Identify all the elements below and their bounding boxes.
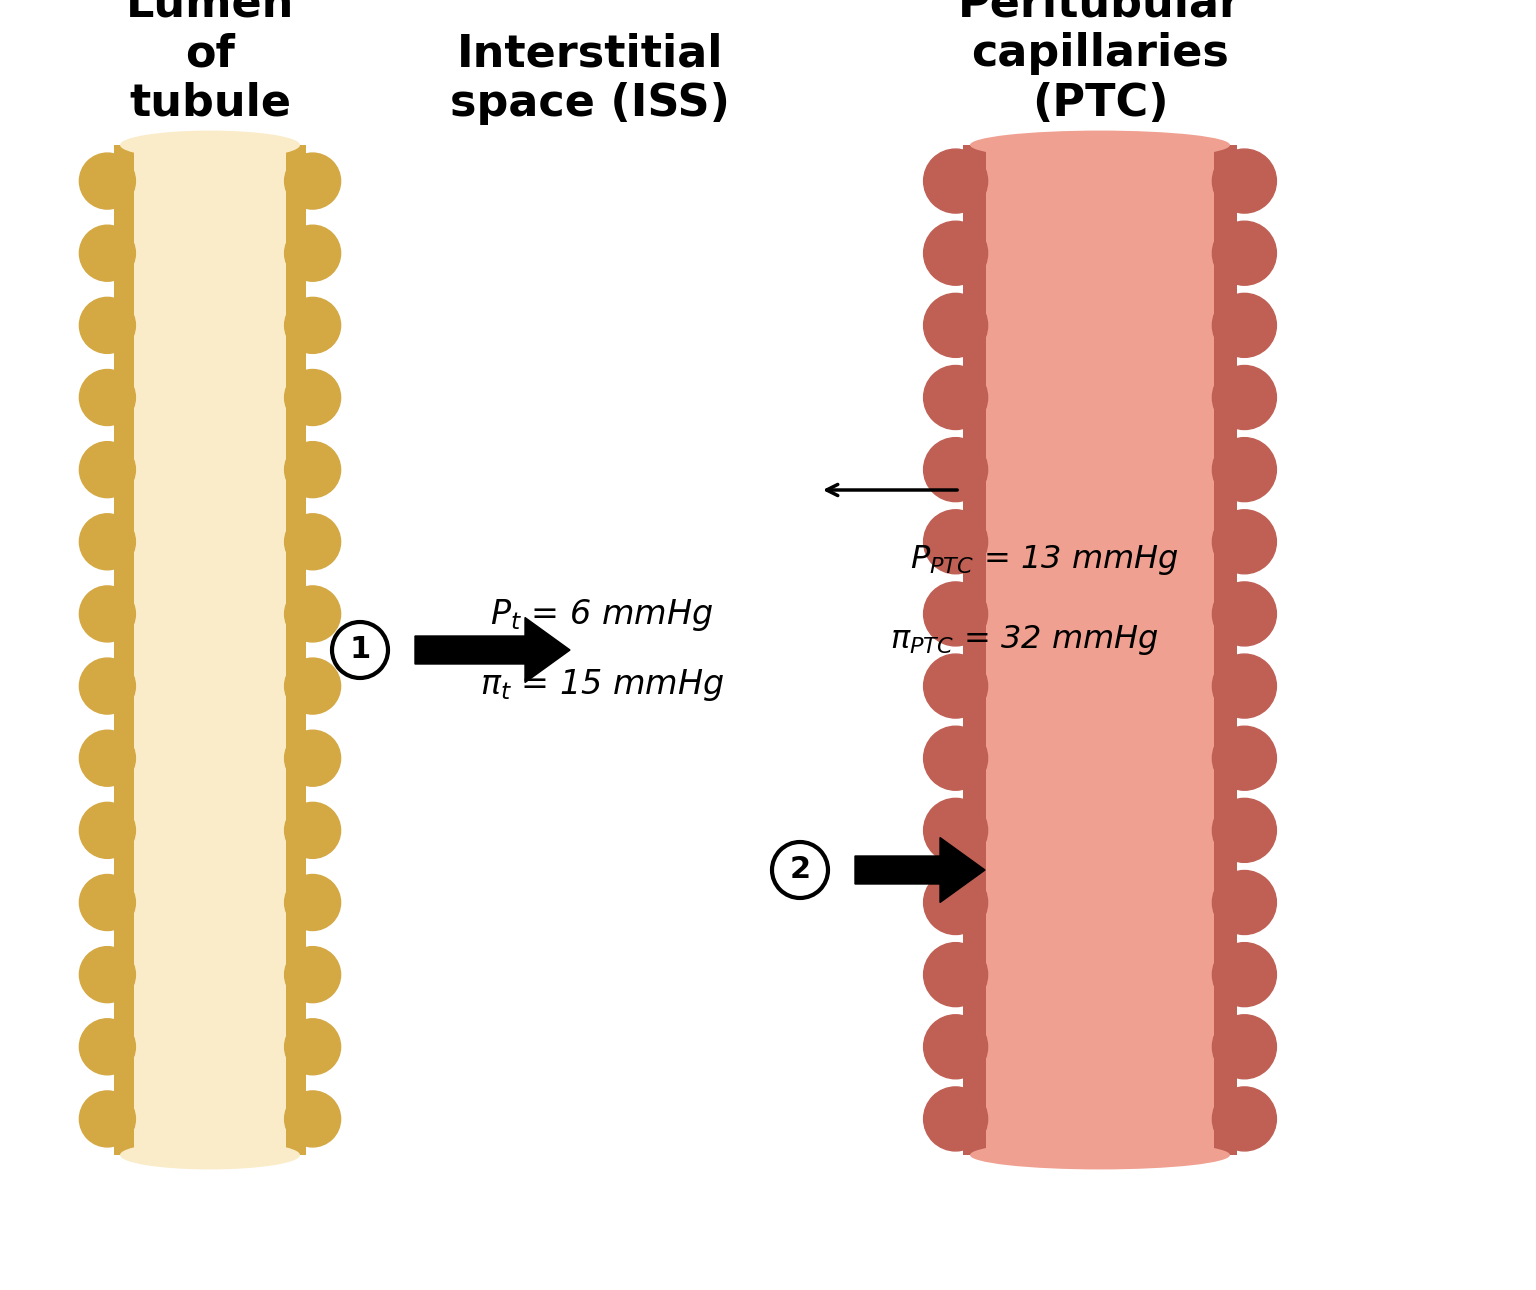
- Circle shape: [80, 154, 135, 209]
- Circle shape: [1212, 943, 1276, 1006]
- Circle shape: [1212, 726, 1276, 791]
- Text: $\pi_t$ = 15 mmHg: $\pi_t$ = 15 mmHg: [479, 667, 725, 703]
- Circle shape: [773, 842, 828, 898]
- Circle shape: [80, 298, 135, 353]
- Text: Peritubular
capillaries
(PTC): Peritubular capillaries (PTC): [958, 0, 1243, 125]
- Circle shape: [284, 513, 341, 570]
- Circle shape: [1212, 1087, 1276, 1151]
- Circle shape: [923, 150, 988, 213]
- Circle shape: [80, 730, 135, 786]
- Circle shape: [923, 726, 988, 791]
- Circle shape: [284, 1091, 341, 1147]
- Circle shape: [80, 226, 135, 281]
- Text: 2: 2: [790, 855, 811, 885]
- Ellipse shape: [971, 1140, 1230, 1170]
- Circle shape: [80, 1019, 135, 1075]
- Circle shape: [80, 802, 135, 858]
- Circle shape: [284, 947, 341, 1002]
- Polygon shape: [971, 144, 1230, 1155]
- Circle shape: [284, 586, 341, 642]
- Circle shape: [1212, 437, 1276, 502]
- Circle shape: [1212, 293, 1276, 357]
- Circle shape: [80, 441, 135, 498]
- Circle shape: [284, 369, 341, 426]
- Circle shape: [80, 947, 135, 1002]
- Ellipse shape: [120, 130, 300, 160]
- Ellipse shape: [971, 130, 1230, 160]
- Polygon shape: [114, 144, 134, 1155]
- Text: $P_{PTC}$ = 13 mmHg: $P_{PTC}$ = 13 mmHg: [909, 543, 1178, 577]
- Circle shape: [80, 369, 135, 426]
- Circle shape: [923, 221, 988, 285]
- Circle shape: [923, 1015, 988, 1078]
- Text: $P_t$ = 6 mmHg: $P_t$ = 6 mmHg: [490, 597, 713, 633]
- Circle shape: [332, 622, 389, 679]
- Circle shape: [1212, 510, 1276, 574]
- Circle shape: [923, 365, 988, 430]
- Circle shape: [1212, 799, 1276, 862]
- Text: $\pi_{PTC}$ = 32 mmHg: $\pi_{PTC}$ = 32 mmHg: [889, 623, 1158, 657]
- Circle shape: [80, 586, 135, 642]
- Circle shape: [284, 441, 341, 498]
- Circle shape: [284, 875, 341, 930]
- Circle shape: [284, 658, 341, 715]
- Circle shape: [284, 730, 341, 786]
- Circle shape: [1212, 654, 1276, 719]
- Circle shape: [923, 1087, 988, 1151]
- Polygon shape: [963, 144, 986, 1155]
- Circle shape: [923, 510, 988, 574]
- Circle shape: [923, 654, 988, 719]
- Text: Interstitial
space (ISS): Interstitial space (ISS): [450, 32, 730, 125]
- Circle shape: [1212, 150, 1276, 213]
- Text: 1: 1: [349, 636, 370, 664]
- Circle shape: [923, 437, 988, 502]
- Circle shape: [1212, 582, 1276, 646]
- Circle shape: [1212, 1015, 1276, 1078]
- Text: Lumen
of
tubule: Lumen of tubule: [126, 0, 295, 125]
- Circle shape: [284, 154, 341, 209]
- Circle shape: [923, 943, 988, 1006]
- Circle shape: [923, 799, 988, 862]
- Polygon shape: [286, 144, 306, 1155]
- Ellipse shape: [120, 1140, 300, 1170]
- Circle shape: [923, 871, 988, 934]
- Circle shape: [923, 582, 988, 646]
- Polygon shape: [1215, 144, 1236, 1155]
- Circle shape: [1212, 221, 1276, 285]
- Circle shape: [284, 802, 341, 858]
- Circle shape: [284, 1019, 341, 1075]
- FancyArrow shape: [415, 618, 570, 682]
- Polygon shape: [120, 144, 300, 1155]
- Circle shape: [1212, 871, 1276, 934]
- FancyArrow shape: [856, 837, 985, 903]
- Circle shape: [80, 875, 135, 930]
- Circle shape: [923, 293, 988, 357]
- Circle shape: [80, 658, 135, 715]
- Circle shape: [284, 298, 341, 353]
- Circle shape: [284, 226, 341, 281]
- Circle shape: [80, 1091, 135, 1147]
- Circle shape: [1212, 365, 1276, 430]
- Circle shape: [80, 513, 135, 570]
